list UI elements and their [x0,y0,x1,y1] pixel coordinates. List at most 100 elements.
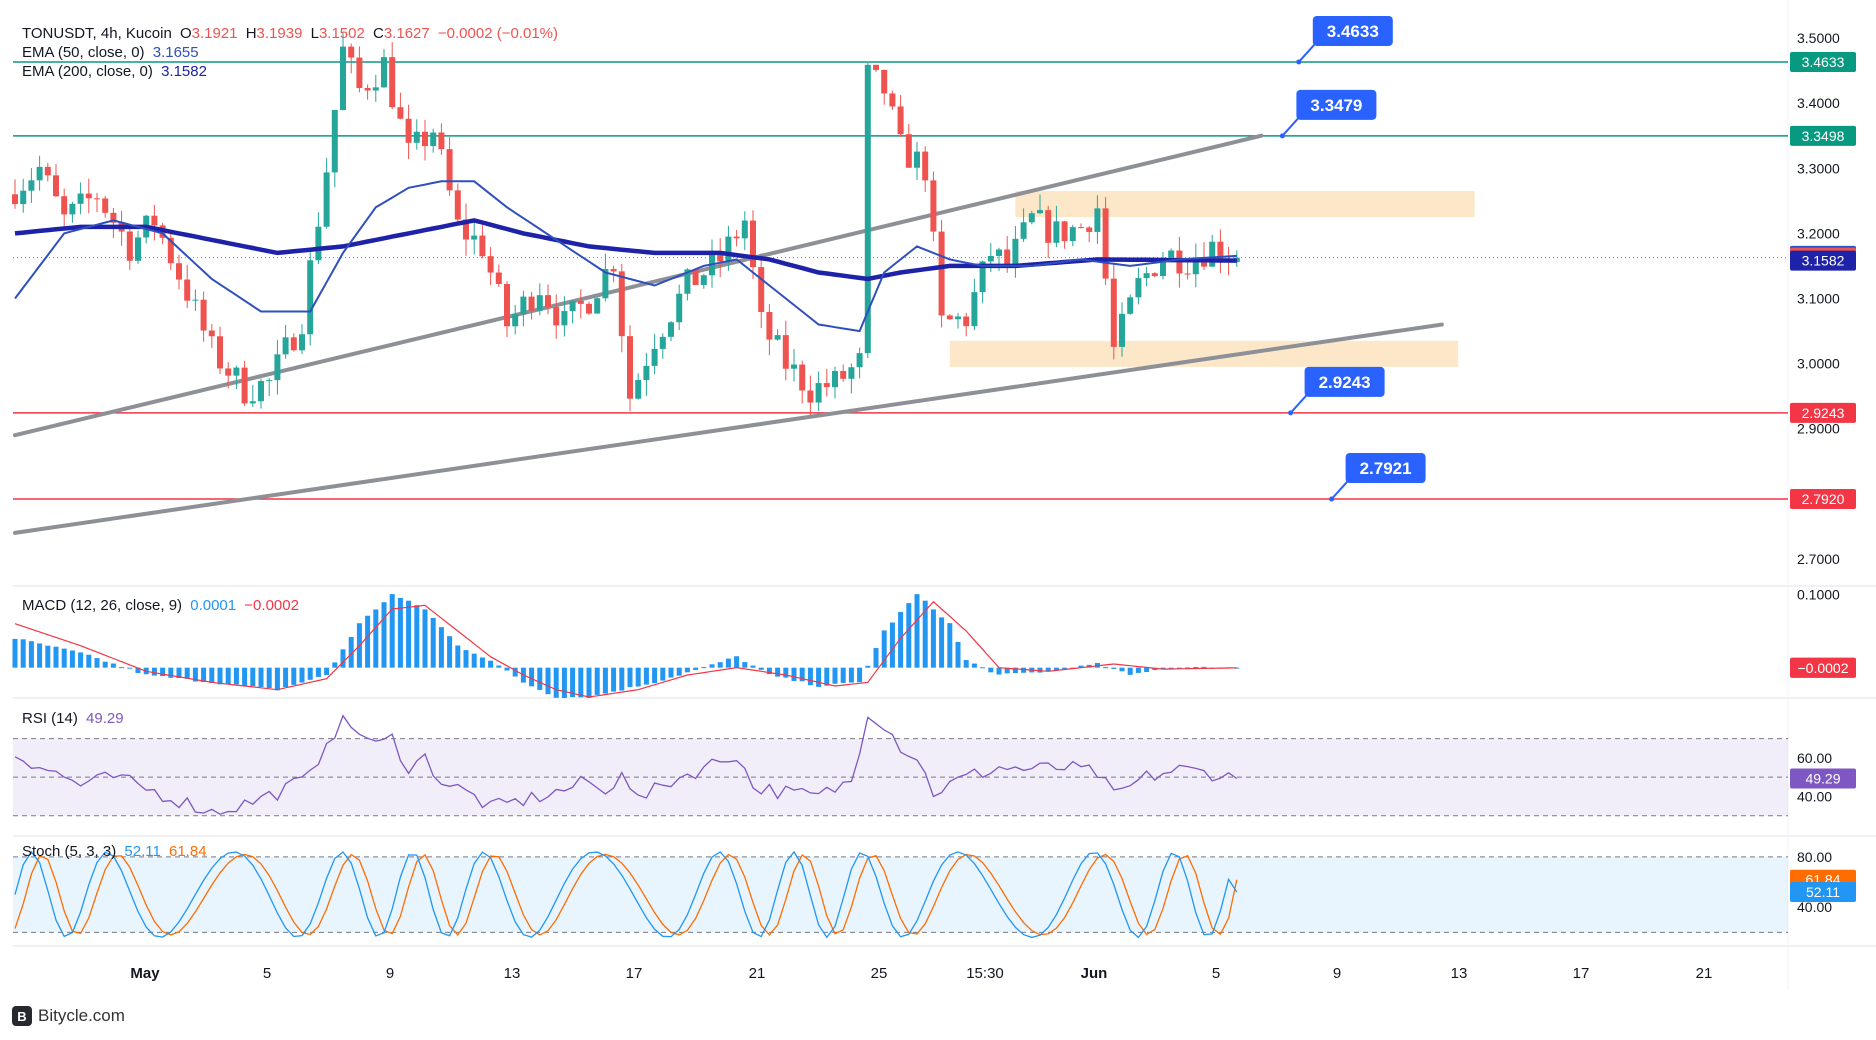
ema200-label: EMA (200, close, 0) [22,63,153,80]
candle-body [758,267,765,313]
stoch-legend[interactable]: Stoch (5, 3, 3) 52.11 61.84 [22,843,211,860]
candle-body [799,364,806,391]
ohlc-low: L3.1502 [310,25,365,42]
x-tick-label: 15:30 [966,965,1004,982]
candle-body [167,237,174,264]
x-tick-label: 25 [871,965,888,982]
candle-body [577,300,584,304]
callout-pointer [1281,115,1302,137]
candle-body [569,300,576,312]
price-callout-box [1312,15,1393,46]
candle-body [372,87,379,91]
candle-body [1151,273,1158,277]
price-axis-badge [1790,657,1856,678]
candle-body [774,335,781,340]
macd-bar [783,667,789,678]
x-tick-label: 13 [1451,965,1468,982]
callout-pointer [1330,478,1351,500]
candle-body [618,271,625,337]
candle-body [315,226,322,261]
candle-body [602,269,609,299]
footer-brand[interactable]: B Bitycle.com [12,1006,125,1026]
macd-bar [217,667,223,685]
macd-bar [791,667,797,681]
candle-body [725,236,732,262]
candle-body [94,198,100,200]
candle-body [192,299,199,301]
macd-bar [127,667,133,669]
candle-body [389,57,396,108]
macd-bar [135,667,141,673]
price-axis-badge-label: 2.7920 [1802,491,1845,507]
x-tick-label: 17 [1573,965,1590,982]
rsi-legend[interactable]: RSI (14) 49.29 [22,710,128,727]
macd-bar [324,667,330,675]
main-legend: TONUSDT, 4h, Kucoin O3.1921 H3.1939 L3.1… [22,25,562,80]
symbol-label[interactable]: TONUSDT, 4h, Kucoin [22,25,172,42]
candle-body [676,293,683,323]
stoch-band [13,856,1788,933]
macd-bar [561,667,567,698]
ema200-legend[interactable]: EMA (200, close, 0) 3.1582 [22,63,562,80]
candle-body [323,172,330,227]
macd-bar [1021,667,1027,673]
x-tick-label: 9 [1333,965,1341,982]
ohlc-open: O3.1921 [179,25,238,42]
macd-bar [635,667,641,687]
candle-body [528,296,535,311]
macd-bar [504,667,510,671]
candle-body [1045,210,1052,243]
macd-bar [586,667,592,698]
candle-body [692,269,699,286]
candle-body [1069,227,1076,242]
ohlc-high: H3.1939 [245,25,303,42]
candle-body [381,57,387,88]
macd-bar [873,648,879,668]
callout-pointer [1289,392,1310,414]
macd-bar [1160,667,1166,669]
macd-bar [307,667,313,680]
candle-body [1127,297,1134,314]
candle-body [430,132,437,147]
macd-bar [996,667,1002,675]
candle-body [20,190,27,205]
candle-body [438,132,445,150]
macd-bar [553,667,559,698]
candle-body [905,134,912,168]
x-tick-label: 13 [504,965,521,982]
candle-body [651,348,658,366]
candle-body [487,256,494,273]
macd-bar [1193,667,1199,669]
macd-bar [315,667,321,677]
macd-bar [1004,667,1010,674]
price-axis-badge [1790,51,1856,72]
candle-body [1184,273,1191,275]
macd-bar [12,638,18,668]
candle-body [1012,238,1019,266]
ema50-legend[interactable]: EMA (50, close, 0) 3.1655 [22,44,562,61]
candle-body [938,231,945,316]
candle-body [36,166,43,181]
macd-bar [94,658,100,668]
candle-body [1061,221,1068,242]
candle-body [422,131,428,147]
candle-body [1078,227,1084,229]
macd-bar [225,667,231,684]
candle-body [282,337,289,355]
macd-bar [28,641,34,668]
macd-bar [274,667,280,691]
bitycle-logo-icon: B [12,1006,32,1026]
candle-body [1053,221,1060,243]
candle-body [348,46,355,58]
candle-body [1102,208,1109,279]
macd-bar [684,667,690,673]
macd-legend[interactable]: MACD (12, 26, close, 9) 0.0001 −0.0002 [22,597,303,614]
price-axis-badge-label: 3.1582 [1802,253,1845,269]
trendline [13,133,1264,438]
macd-bar [668,667,674,678]
candle-body [274,354,281,381]
price-callout-label: 2.9243 [1319,373,1371,392]
macd-bar [1127,667,1133,675]
